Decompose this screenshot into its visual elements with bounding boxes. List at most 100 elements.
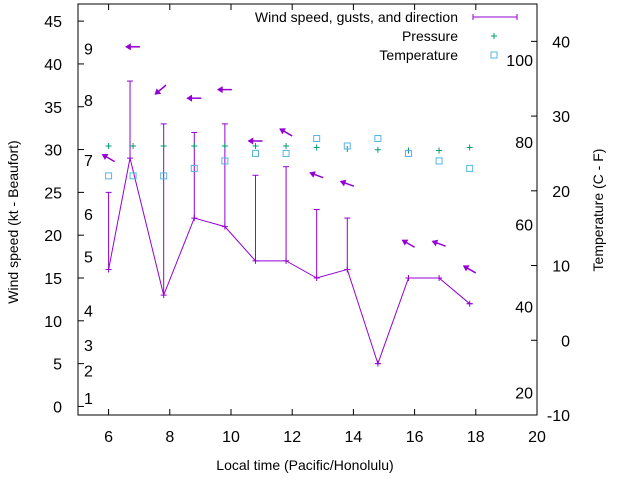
- fahrenheit-label: 100: [506, 53, 533, 70]
- beaufort-label: 4: [84, 304, 93, 321]
- y2-tick-label: 0: [561, 333, 570, 350]
- plot-border: [77, 3, 538, 416]
- beaufort-label: 8: [84, 93, 93, 110]
- pressure-point: [466, 144, 473, 151]
- y2-tick-label: 40: [552, 34, 570, 51]
- wind-speed-point: [160, 292, 167, 299]
- y2-tick-label: 30: [552, 109, 570, 126]
- wind-direction-arrow: [125, 43, 141, 51]
- legend-wind-label: Wind speed, gusts, and direction: [255, 9, 458, 25]
- y2-tick-label: 10: [552, 259, 570, 276]
- x-tick-label: 12: [283, 429, 301, 446]
- wind-speed-point: [466, 300, 473, 307]
- pressure-point: [221, 142, 228, 149]
- beaufort-label: 6: [84, 207, 93, 224]
- temperature-point: [129, 172, 137, 180]
- beaufort-label: 9: [84, 42, 93, 59]
- wind-speed-point: [105, 266, 112, 273]
- y-tick-label: 10: [44, 314, 62, 331]
- y-tick-label: 45: [44, 14, 62, 31]
- beaufort-label: 7: [84, 153, 93, 170]
- wind-direction-arrow: [431, 239, 446, 247]
- arrow-head: [401, 239, 409, 246]
- wind-speed-point: [405, 275, 412, 281]
- fahrenheit-label: 80: [515, 135, 533, 152]
- pressure-point: [130, 142, 137, 149]
- arrow-head: [339, 179, 347, 187]
- temperature-point: [435, 157, 443, 165]
- arrow-head: [216, 86, 223, 94]
- wind-speed-point: [344, 266, 351, 273]
- arrow-head: [247, 137, 254, 145]
- wind-direction-arrow: [216, 86, 232, 94]
- pressure-point: [160, 142, 167, 149]
- x-tick-label: 14: [345, 429, 363, 446]
- wind-speed-point: [436, 275, 443, 281]
- temperature-point: [404, 149, 412, 157]
- arrow-head: [309, 171, 316, 178]
- y2-tick-label: -10: [547, 408, 570, 425]
- arrow-head: [101, 153, 109, 161]
- pressure-point: [105, 142, 112, 149]
- wind-speed-point: [283, 257, 290, 264]
- y-tick-label: 20: [44, 228, 62, 245]
- x-tick-label: 8: [165, 429, 174, 446]
- x-tick-label: 16: [406, 429, 424, 446]
- temperature-point: [282, 149, 290, 157]
- pressure-point: [283, 142, 290, 149]
- fahrenheit-label: 20: [515, 386, 533, 403]
- arrow-head: [186, 94, 193, 102]
- y-tick-label: 40: [44, 57, 62, 74]
- wind-direction-arrow: [339, 179, 355, 187]
- wind-direction-arrow: [462, 265, 477, 274]
- temperature-point: [160, 172, 168, 180]
- wind-direction-arrow: [309, 171, 324, 179]
- y-tick-label: 25: [44, 185, 62, 202]
- temperature-point: [105, 172, 113, 180]
- temperature-point: [221, 157, 229, 165]
- y-tick-label: 0: [53, 399, 62, 416]
- beaufort-label: 2: [84, 363, 93, 380]
- y2-axis-title: Temperature (C - F): [590, 149, 606, 272]
- arrow-head: [279, 128, 286, 135]
- x-tick-label: 6: [104, 429, 113, 446]
- arrow-head: [462, 265, 470, 272]
- series: [101, 43, 477, 367]
- beaufort-label: 1: [84, 391, 93, 408]
- temperature-point: [251, 149, 259, 157]
- wind-speed-point: [221, 223, 228, 230]
- pressure-point: [313, 144, 320, 151]
- temperature-point: [313, 135, 321, 143]
- x-tick-label: 10: [222, 429, 240, 446]
- temperature-point: [466, 164, 474, 172]
- wind-speed-point: [313, 275, 320, 281]
- wind-speed-point: [374, 360, 381, 367]
- plot-frame: [77, 3, 538, 416]
- legend-pressure-sample: [491, 33, 497, 39]
- beaufort-label: 5: [84, 250, 93, 267]
- legend-temperature-label: Temperature: [379, 47, 458, 63]
- temperature-point: [343, 142, 351, 150]
- legend-pressure-label: Pressure: [402, 28, 458, 44]
- temperature-point: [190, 164, 198, 172]
- pressure-point: [374, 146, 381, 153]
- wind-speed-point: [127, 155, 134, 162]
- fahrenheit-label: 40: [515, 300, 533, 317]
- legend: Wind speed, gusts, and direction Pressur…: [255, 9, 518, 63]
- wind-direction-arrow: [279, 128, 293, 137]
- x-tick-label: 20: [528, 429, 546, 446]
- x-tick-label: 18: [467, 429, 485, 446]
- y-tick-label: 35: [44, 100, 62, 117]
- y-tick-label: 30: [44, 143, 62, 160]
- beaufort-label: 3: [84, 338, 93, 355]
- temperature-point: [374, 135, 382, 143]
- axes: 6 8 10 12 14 16 18 20051015202530354045-1001020…: [44, 4, 570, 446]
- fahrenheit-label: 60: [515, 217, 533, 234]
- wind-speed-point: [191, 215, 198, 222]
- y-tick-label: 5: [53, 357, 62, 374]
- pressure-point: [191, 142, 198, 149]
- wind-direction-arrow: [154, 84, 167, 95]
- pressure-point: [252, 142, 259, 149]
